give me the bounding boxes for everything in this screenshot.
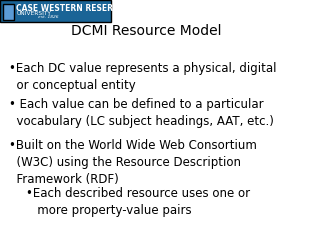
Text: •Each DC value represents a physical, digital
  or conceptual entity: •Each DC value represents a physical, di…: [9, 62, 276, 92]
Text: CASE WESTERN RESERVE: CASE WESTERN RESERVE: [16, 4, 124, 13]
Text: •Built on the World Wide Web Consortium
  (W3C) using the Resource Description
 : •Built on the World Wide Web Consortium …: [9, 139, 257, 186]
Text: UNIVERSITY: UNIVERSITY: [16, 11, 51, 16]
Text: •Each described resource uses one or
   more property-value pairs: •Each described resource uses one or mor…: [26, 187, 251, 217]
Text: DCMI Resource Model: DCMI Resource Model: [71, 24, 222, 38]
FancyBboxPatch shape: [3, 4, 14, 20]
Text: • Each value can be defined to a particular
  vocabulary (LC subject headings, A: • Each value can be defined to a particu…: [9, 98, 274, 128]
FancyBboxPatch shape: [0, 0, 111, 22]
Text: est. 1826: est. 1826: [38, 15, 59, 19]
